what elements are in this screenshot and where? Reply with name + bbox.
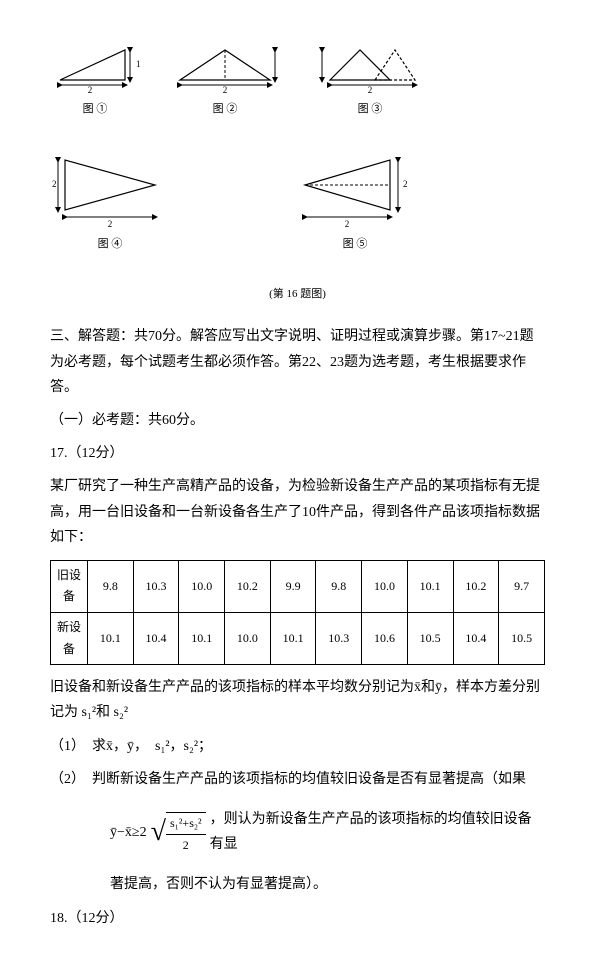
q17-number: 17.（12分） <box>50 441 545 466</box>
fig-label-2: 图 ② <box>170 100 280 120</box>
figures-caption: (第 16 题图) <box>50 285 545 305</box>
table-cell: 10.1 <box>88 613 134 665</box>
table-cell: 10.1 <box>179 613 225 665</box>
fig-label-4: 图 ④ <box>50 235 170 255</box>
table-cell: 9.8 <box>316 560 362 612</box>
table-cell: 10.5 <box>407 613 453 665</box>
svg-text:2: 2 <box>345 219 350 229</box>
section-title: 三、解答题：共70分。解答应写出文字说明、证明过程或演算步骤。第17~21题为必… <box>50 324 545 400</box>
table-row: 旧设备 9.8 10.3 10.0 10.2 9.9 9.8 10.0 10.1… <box>51 560 545 612</box>
table-cell: 10.1 <box>270 613 316 665</box>
fig-label-1: 图 ① <box>50 100 140 120</box>
svg-text:1: 1 <box>136 59 140 69</box>
svg-text:2: 2 <box>88 85 93 95</box>
table-cell: 新设备 <box>51 613 88 665</box>
svg-text:2: 2 <box>223 85 228 95</box>
table-cell: 10.0 <box>179 560 225 612</box>
table-cell: 10.0 <box>225 613 271 665</box>
table-cell: 10.5 <box>499 613 545 665</box>
figure-row-1: 2 1 图 ① 2 图 ② 2 图 ③ <box>50 40 545 135</box>
table-cell: 10.6 <box>362 613 408 665</box>
svg-text:2: 2 <box>52 179 57 189</box>
formula-left: ȳ−x̄≥2 <box>110 820 147 845</box>
table-cell: 10.3 <box>316 613 362 665</box>
figures-section: 2 1 图 ① 2 图 ② 2 图 ③ 2 2 图 ④ 2 2 图 ⑤ (第 16 题… <box>50 40 545 304</box>
q17-part2: （2） 判断新设备生产产品的该项指标的均值较旧设备是否有显著提高（如果 <box>50 767 545 792</box>
table-cell: 10.1 <box>407 560 453 612</box>
figure-row-2: 2 2 图 ④ 2 2 图 ⑤ <box>50 150 545 270</box>
table-cell: 9.7 <box>499 560 545 612</box>
svg-text:2: 2 <box>368 85 373 95</box>
formula-cont: 著提高，否则不认为有显著提高）。 <box>110 872 545 897</box>
data-table: 旧设备 9.8 10.3 10.0 10.2 9.9 9.8 10.0 10.1… <box>50 560 545 665</box>
table-cell: 10.2 <box>453 560 499 612</box>
table-cell: 10.4 <box>133 613 179 665</box>
svg-text:2: 2 <box>403 179 408 189</box>
figure-4: 2 2 图 ④ <box>50 150 170 270</box>
q18-number: 18.（12分） <box>50 906 545 931</box>
figure-3: 2 图 ③ <box>310 40 430 135</box>
table-cell: 9.8 <box>88 560 134 612</box>
table-cell: 10.2 <box>225 560 271 612</box>
formula-right: ，则认为新设备生产产品的该项指标的均值较旧设备有显 <box>210 807 545 857</box>
subsection-title: （一）必考题：共60分。 <box>50 408 545 433</box>
sqrt-icon: √ s₁²+s₂²2 <box>151 807 206 857</box>
q17-note: 旧设备和新设备生产产品的该项指标的样本平均数分别记为x̄和ȳ，样本方差分别记为 … <box>50 675 545 725</box>
table-cell: 10.4 <box>453 613 499 665</box>
table-row: 新设备 10.1 10.4 10.1 10.0 10.1 10.3 10.6 1… <box>51 613 545 665</box>
table-cell: 10.3 <box>133 560 179 612</box>
table-cell: 10.0 <box>362 560 408 612</box>
q17-intro: 某厂研究了一种生产高精产品的设备，为检验新设备生产产品的某项指标有无提高，用一台… <box>50 474 545 550</box>
figure-1: 2 1 图 ① <box>50 40 140 135</box>
table-cell: 旧设备 <box>51 560 88 612</box>
figure-5: 2 2 图 ⑤ <box>290 150 420 270</box>
fig-label-3: 图 ③ <box>310 100 430 120</box>
svg-text:2: 2 <box>108 219 113 229</box>
fig-label-5: 图 ⑤ <box>290 235 420 255</box>
formula: ȳ−x̄≥2 √ s₁²+s₂²2 ，则认为新设备生产产品的该项指标的均值较旧设… <box>110 807 545 857</box>
figure-2: 2 图 ② <box>170 40 280 135</box>
table-cell: 9.9 <box>270 560 316 612</box>
q17-part1: （1） 求x̄，ȳ， s₁²，s₂²； <box>50 734 545 759</box>
